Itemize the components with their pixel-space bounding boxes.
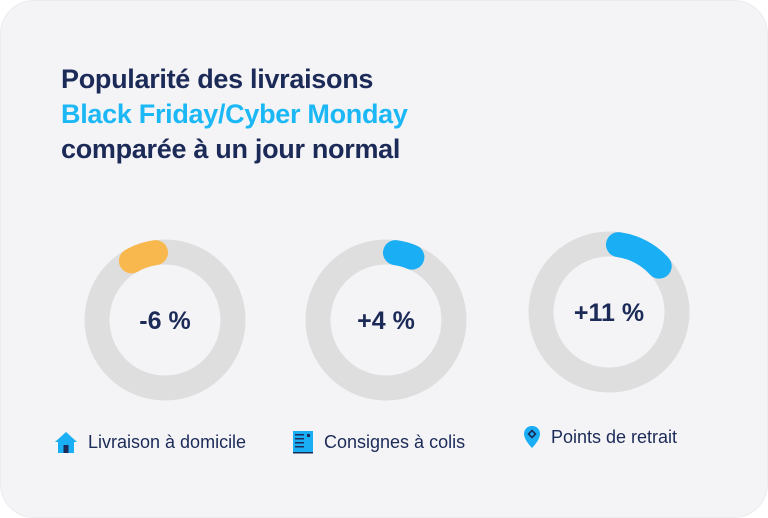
title-line-2: Black Friday/Cyber Monday [61, 99, 408, 129]
legend-label: Livraison à domicile [88, 431, 247, 452]
donut-value-arc [382, 240, 425, 270]
donut-value-arc [605, 232, 672, 279]
donut-3: +11 % [528, 231, 690, 393]
chart-title: Popularité des livraisons Black Friday/C… [61, 62, 408, 167]
legend-item-pickup-points: Points de retrait [523, 425, 677, 449]
donut-value-label: -6 % [139, 307, 190, 335]
legend-item-home-delivery: Livraison à domicile [54, 430, 246, 454]
title-line-3: comparée à un jour normal [61, 134, 401, 164]
house-icon [55, 432, 77, 453]
donut-2: +4 % [305, 239, 467, 401]
locker-icon [293, 431, 313, 454]
donut-value-label: +4 % [357, 307, 415, 335]
legend-label: Points de retrait [551, 426, 678, 447]
donut-1: -6 % [84, 239, 246, 401]
title-line-1: Popularité des livraisons [61, 64, 374, 94]
legend-label: Consignes à colis [324, 431, 466, 452]
map-pin-icon [524, 426, 540, 448]
donut-value-label: +11 % [574, 299, 644, 327]
legend-item-parcel-lockers: Consignes à colis [292, 430, 465, 454]
donut-value-arc [118, 240, 169, 274]
